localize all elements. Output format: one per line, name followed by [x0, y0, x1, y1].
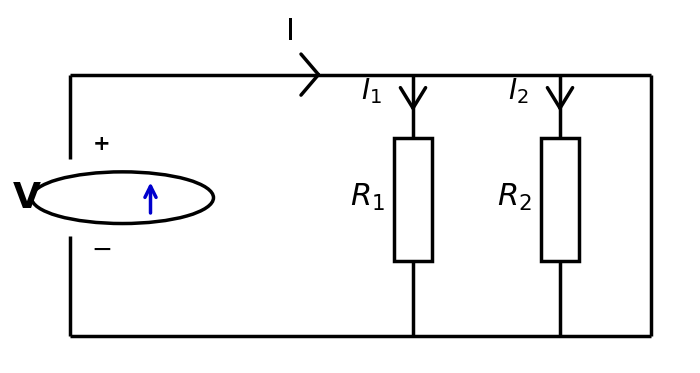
Ellipse shape: [32, 172, 214, 223]
Bar: [393, 138, 433, 261]
Text: −: −: [91, 238, 112, 262]
Bar: [540, 138, 580, 261]
Text: I: I: [286, 17, 295, 46]
Text: $R_2$: $R_2$: [497, 182, 532, 213]
Text: V: V: [13, 181, 41, 215]
Text: $I_1$: $I_1$: [360, 76, 382, 106]
Text: $R_1$: $R_1$: [350, 182, 385, 213]
Text: $I_2$: $I_2$: [508, 76, 528, 106]
Text: +: +: [92, 134, 111, 154]
